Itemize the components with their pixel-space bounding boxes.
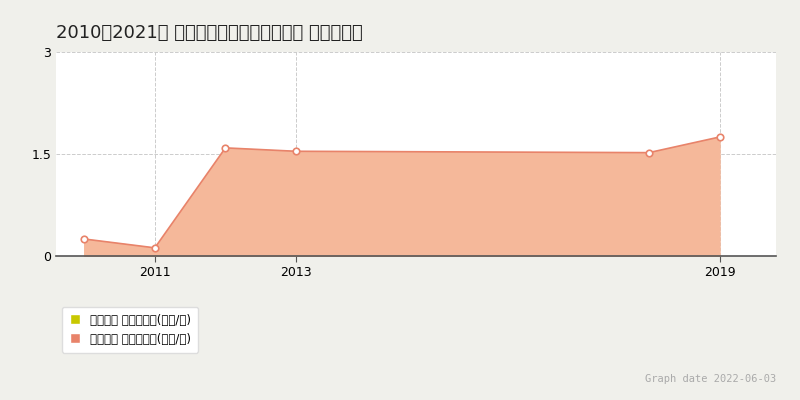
Point xyxy=(78,236,90,242)
Text: Graph date 2022-06-03: Graph date 2022-06-03 xyxy=(645,374,776,384)
Point xyxy=(149,245,162,251)
Point xyxy=(219,145,232,151)
Point xyxy=(290,148,302,154)
Point xyxy=(642,150,655,156)
Point xyxy=(713,134,726,140)
Text: 2010～2021年 樺戸郡月形町（大字なし） の地価推移: 2010～2021年 樺戸郡月形町（大字なし） の地価推移 xyxy=(56,24,362,42)
Legend: 地価公示 平均坪単価(万円/坪), 取引価格 平均坪単価(万円/坪): 地価公示 平均坪単価(万円/坪), 取引価格 平均坪単価(万円/坪) xyxy=(62,307,198,353)
